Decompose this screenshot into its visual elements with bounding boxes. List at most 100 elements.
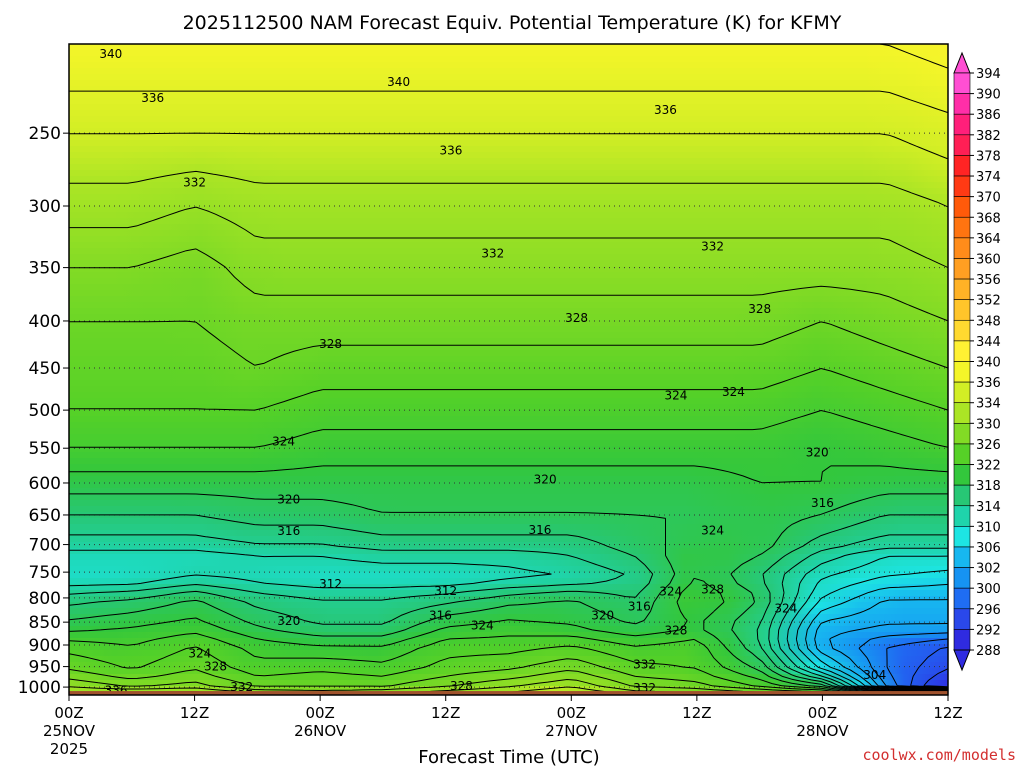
field-strip (69, 524, 948, 531)
field-strip (69, 302, 948, 309)
field-strip (69, 320, 948, 327)
x-tick-label: 12Z (933, 704, 962, 722)
y-tick-label: 700 (29, 536, 61, 556)
field-strip (69, 158, 948, 165)
field-strip (69, 98, 948, 105)
colorbar-label: 310 (976, 520, 1001, 535)
field-strip (69, 542, 948, 549)
colorbar-arrow-bottom (953, 649, 971, 672)
field-strip (69, 566, 948, 573)
field-strip (69, 482, 948, 489)
colorbar-cell (953, 546, 971, 568)
field-strip (69, 152, 948, 159)
colorbar: 394 390 386 382 378 374 370 368 364 360 356 352 348 3… (953, 51, 1001, 672)
contour-308 (805, 583, 949, 691)
x-tick-date: 27NOV (545, 722, 598, 740)
colorbar-label: 364 (976, 232, 1001, 247)
colorbar-label: 360 (976, 252, 1001, 267)
field-strip (69, 260, 948, 267)
field-strip (69, 416, 948, 423)
contour-322 (68, 465, 949, 694)
x-tick-date: 26NOV (294, 722, 347, 740)
field-strip (69, 74, 948, 81)
colorbar-label: 352 (976, 294, 1001, 309)
field-strip (69, 230, 948, 237)
field-strip (69, 236, 948, 243)
contour-label: 332 (633, 657, 656, 671)
y-tick-label: 750 (29, 563, 61, 583)
field-strip (69, 224, 948, 231)
field-strip (69, 680, 948, 687)
field-strip (69, 458, 948, 465)
field-strip (69, 86, 948, 93)
contour-label: 316 (628, 599, 651, 613)
field-strip (69, 248, 948, 255)
colorbar-label: 296 (976, 603, 1001, 618)
contour-label: 328 (664, 624, 687, 638)
field-strip (69, 626, 948, 633)
colorbar-label: 374 (976, 170, 1001, 185)
contour-label: 328 (565, 311, 588, 325)
contour-310 (795, 569, 949, 691)
contour-318 (68, 514, 949, 693)
colorbar-cell (953, 608, 971, 630)
field-strip (69, 368, 948, 375)
field-strip (69, 596, 948, 603)
field-strip (69, 620, 948, 627)
colorbar-cell (953, 361, 971, 383)
contour-338 (69, 90, 949, 114)
colorbar-label: 326 (976, 438, 1001, 453)
field-strip (69, 80, 948, 87)
pressure-axis: 250 300 350 400 450 500 550 600 650 700 750 800 850 9… (18, 124, 69, 698)
y-tick-label: 500 (29, 401, 61, 421)
colorbar-cell (953, 443, 971, 465)
field-strip (69, 578, 948, 585)
colorbar-label: 368 (976, 211, 1001, 226)
field-strip (69, 506, 948, 513)
contour-302 (858, 632, 949, 689)
contour-label: 340 (387, 75, 410, 89)
field-strip (69, 470, 948, 477)
y-tick-label: 300 (29, 197, 61, 217)
colorbar-label: 394 (976, 67, 1001, 82)
field-strip (69, 128, 948, 135)
field-strip (69, 56, 948, 63)
colorbar-cell (953, 155, 971, 177)
contour-label: 324 (722, 385, 745, 399)
field-strip (69, 404, 948, 411)
colorbar-label: 306 (976, 541, 1001, 556)
contour-312 (786, 555, 949, 692)
field-strip (69, 662, 948, 669)
colorbar-label: 386 (976, 108, 1001, 123)
field-strip (69, 674, 948, 681)
colorbar-label: 390 (976, 88, 1001, 103)
colorbar-arrow-top (953, 51, 971, 74)
colorbar-label: 330 (976, 417, 1001, 432)
field-strip (69, 116, 948, 123)
contour-300 (886, 638, 949, 689)
y-tick-label: 850 (29, 613, 61, 633)
field-strip (69, 44, 948, 51)
colorbar-cell (953, 505, 971, 527)
contour-label: 336 (439, 143, 462, 157)
contour-label: 324 (664, 388, 687, 402)
field-strip (69, 194, 948, 201)
field-strip (69, 206, 948, 213)
colorbar-label: 340 (976, 356, 1001, 371)
x-tick-date: 28NOV (796, 722, 849, 740)
field-strip (69, 110, 948, 117)
theta-e-field (69, 44, 948, 695)
x-tick-label: 00Z (557, 704, 586, 722)
contour-label: 320 (591, 609, 614, 623)
field-strip (69, 572, 948, 579)
field-strip (69, 62, 948, 69)
colorbar-label: 348 (976, 314, 1001, 329)
field-strip (69, 668, 948, 675)
contour-label: 328 (701, 582, 724, 596)
field-strip (69, 326, 948, 333)
colorbar-cell (953, 237, 971, 259)
field-strip (69, 164, 948, 171)
field-strip (69, 218, 948, 225)
colorbar-label: 370 (976, 191, 1001, 206)
colorbar-cell (953, 340, 971, 362)
